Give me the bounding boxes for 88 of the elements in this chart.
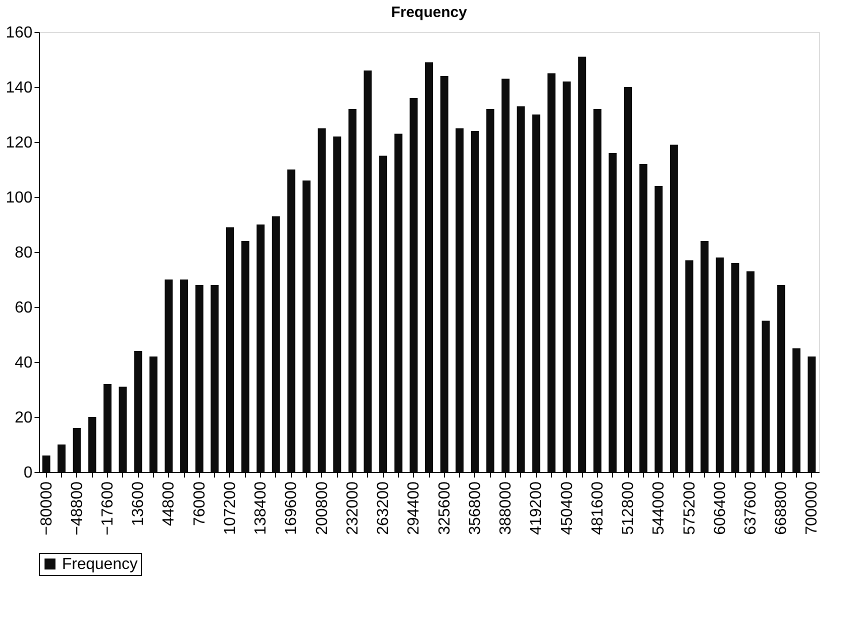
x-tick-label: 44800 — [160, 481, 178, 526]
bar — [118, 386, 127, 472]
y-tick-label: 0 — [24, 464, 33, 482]
bar — [164, 280, 173, 472]
bar — [425, 62, 433, 472]
bar — [456, 128, 464, 472]
bar — [562, 82, 571, 472]
bar — [762, 320, 770, 472]
x-tick-label: 575200 — [681, 481, 698, 535]
x-tick-label: 637600 — [742, 481, 760, 535]
y-tick-label: 20 — [14, 410, 33, 426]
bar — [440, 76, 448, 472]
bar — [716, 258, 724, 472]
x-tick-label: 232000 — [344, 481, 362, 535]
bar — [394, 134, 402, 472]
chart-title: Frequency — [391, 4, 468, 21]
x-tick-label: 169600 — [283, 481, 300, 535]
bar — [104, 384, 112, 472]
x-tick-label: 450400 — [558, 481, 576, 535]
y-tick-label: 160 — [6, 24, 33, 42]
bar — [777, 285, 786, 472]
x-tick-label: 294400 — [406, 481, 423, 535]
x-tick-label: −17600 — [100, 481, 117, 536]
bar — [318, 128, 326, 472]
bar — [134, 351, 142, 472]
x-tick-label: 544000 — [650, 481, 668, 535]
bar — [639, 164, 648, 472]
bar — [470, 131, 479, 472]
bar — [302, 180, 311, 472]
bar — [379, 156, 388, 472]
bar — [654, 186, 663, 472]
bar — [700, 241, 709, 472]
x-tick-label: 107200 — [222, 481, 239, 535]
bar — [42, 456, 50, 472]
bar — [808, 356, 816, 472]
bar — [624, 87, 632, 472]
x-tick-label: 388000 — [498, 481, 515, 535]
bar — [670, 144, 678, 472]
bar — [256, 224, 265, 472]
x-tick-label: 13600 — [130, 481, 148, 526]
x-tick-label: 325600 — [436, 481, 454, 535]
bar — [410, 98, 418, 472]
x-tick-label: 356800 — [466, 481, 484, 535]
bar — [364, 70, 372, 472]
x-tick-label: 668800 — [773, 481, 790, 535]
bar — [226, 227, 234, 472]
bar — [593, 109, 602, 472]
bar — [333, 136, 342, 472]
bar — [746, 271, 754, 472]
legend-label: Frequency — [62, 556, 138, 573]
y-tick-label: 120 — [6, 134, 33, 152]
bar — [486, 109, 494, 472]
bar — [180, 280, 188, 472]
bar — [287, 170, 296, 472]
bar — [685, 260, 694, 472]
bar — [502, 78, 510, 472]
bar — [532, 114, 540, 472]
bar — [792, 348, 800, 472]
bar — [348, 109, 356, 472]
x-tick-label: 481600 — [589, 481, 606, 535]
bar — [578, 56, 586, 472]
x-tick-label: 700000 — [804, 481, 821, 535]
x-tick-label: 606400 — [712, 481, 729, 535]
bar — [608, 153, 617, 472]
bar — [58, 444, 66, 472]
bar — [272, 216, 280, 472]
y-tick-label: 60 — [14, 300, 33, 316]
y-tick-label: 100 — [6, 190, 33, 206]
x-tick-label: 419200 — [528, 481, 546, 535]
bar — [88, 417, 96, 472]
bar — [210, 285, 219, 472]
bar — [241, 241, 250, 472]
bar — [72, 428, 81, 472]
bar — [547, 73, 556, 472]
x-tick-label: 200800 — [314, 481, 331, 535]
bar — [516, 106, 525, 472]
x-tick-label: 263200 — [375, 481, 392, 535]
bar — [149, 356, 158, 472]
x-tick-label: 138400 — [252, 481, 270, 535]
y-tick-label: 80 — [14, 244, 33, 262]
x-tick-label: −48800 — [68, 481, 86, 536]
x-tick-label: 512800 — [620, 481, 638, 535]
bar — [731, 263, 740, 472]
y-tick-label: 40 — [14, 354, 33, 372]
x-tick-label: 76000 — [191, 481, 208, 526]
bar — [195, 285, 204, 472]
y-tick-label: 140 — [6, 80, 33, 96]
x-tick-label: −80000 — [38, 481, 56, 536]
